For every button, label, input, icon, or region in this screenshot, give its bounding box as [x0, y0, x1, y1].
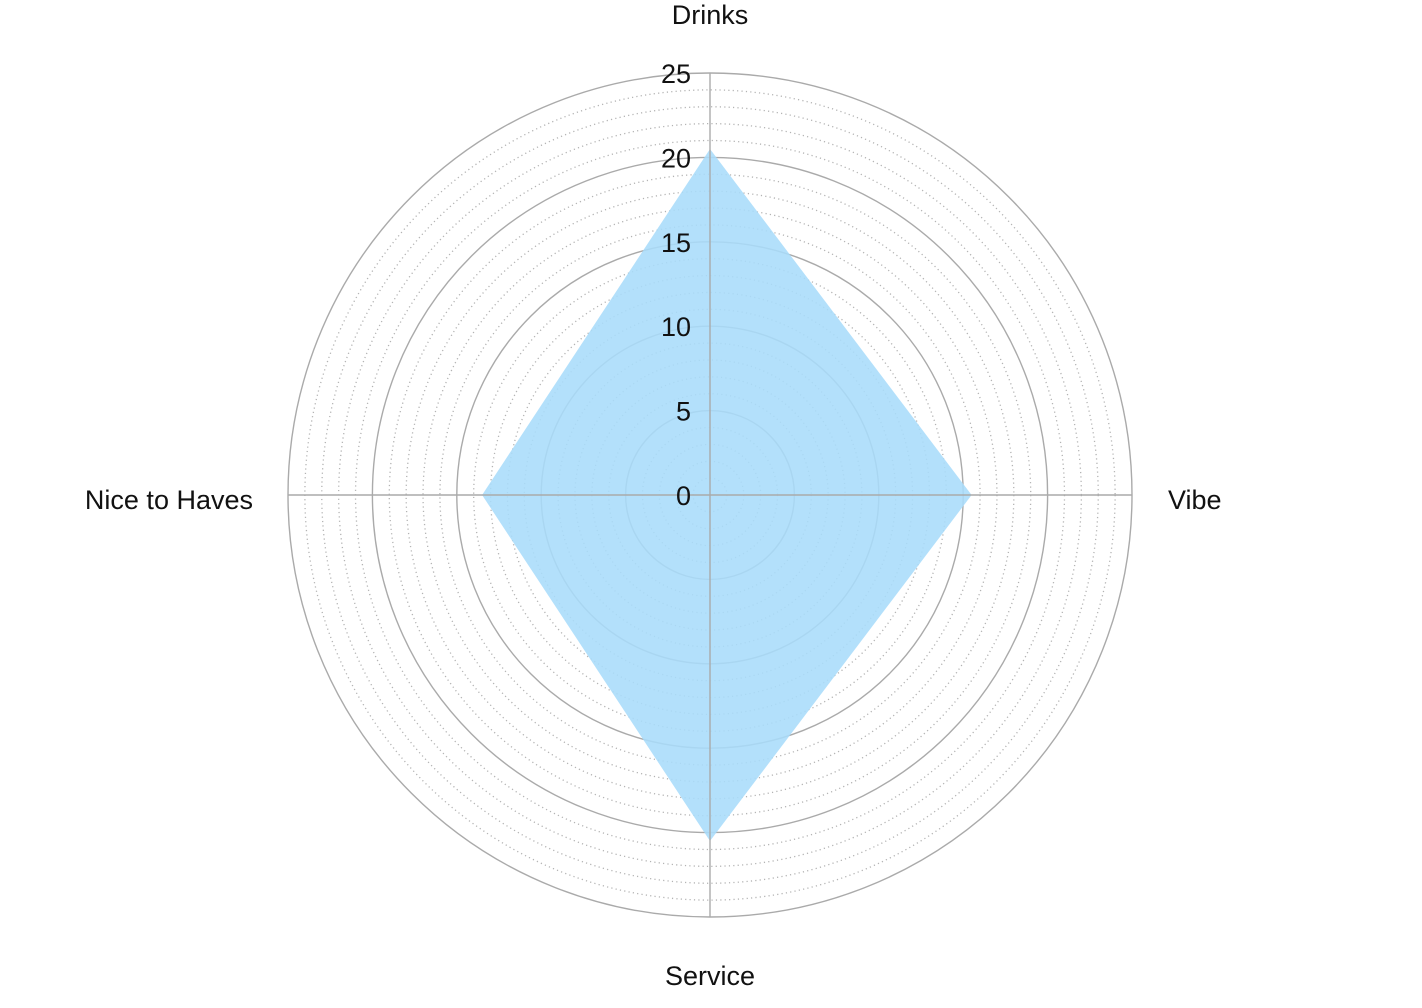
axis-label: Drinks [672, 0, 749, 30]
tick-label: 0 [676, 481, 691, 511]
tick-label: 15 [661, 228, 691, 258]
axis-label: Service [665, 961, 755, 991]
radial-tick-labels: 0 5 10 15 20 25 [661, 59, 691, 511]
tick-label: 5 [676, 397, 691, 427]
tick-label: 20 [661, 143, 691, 173]
axis-spokes [288, 73, 1132, 917]
axis-label: Vibe [1168, 485, 1222, 515]
tick-label: 25 [661, 59, 691, 89]
axis-label: Nice to Haves [85, 485, 253, 515]
axis-labels: Drinks Vibe Service Nice to Haves [85, 0, 1222, 991]
tick-label: 10 [661, 312, 691, 342]
